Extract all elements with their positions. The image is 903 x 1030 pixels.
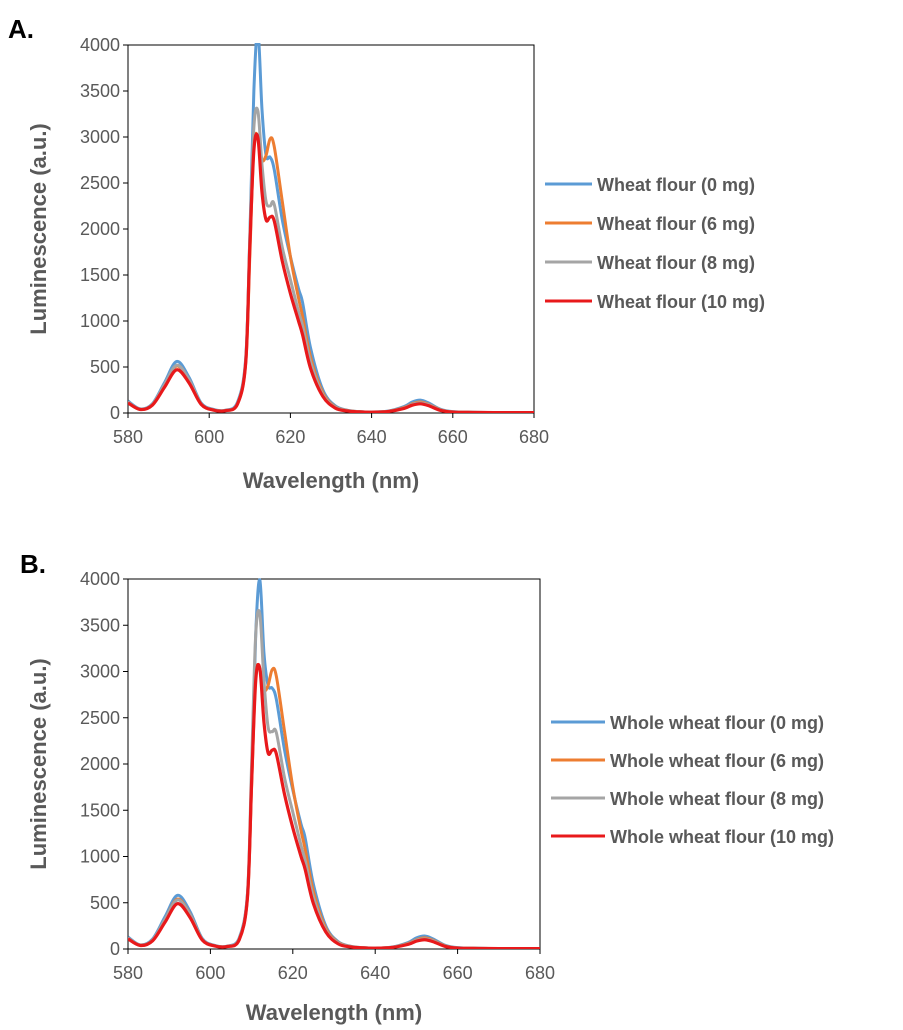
x-tick-label: 680	[525, 963, 555, 983]
panel-label: A.	[8, 14, 34, 44]
y-tick-label: 0	[110, 939, 120, 959]
x-tick-label: 660	[438, 427, 468, 447]
y-tick-label: 1000	[80, 847, 120, 867]
y-tick-label: 2000	[80, 754, 120, 774]
panel-label: B.	[20, 549, 46, 579]
y-tick-label: 0	[110, 403, 120, 423]
y-tick-label: 3500	[80, 81, 120, 101]
legend-label-2: Wheat flour (6 mg)	[597, 214, 755, 234]
series-line-3	[128, 106, 534, 413]
series-line-1	[128, 578, 540, 949]
series-line-3	[128, 609, 540, 949]
y-tick-label: 500	[90, 357, 120, 377]
chart-panel-a: A. 0 500 1000 1500 2000 2500 3000 3500 4000 580 600…	[8, 14, 765, 493]
y-axis-title: Luminescence (a.u.)	[26, 658, 51, 870]
legend-label-1: Whole wheat flour (0 mg)	[610, 713, 824, 733]
x-axis-title: Wavelength (nm)	[246, 1000, 422, 1025]
series-line-2	[128, 131, 534, 413]
y-tick-label: 3500	[80, 615, 120, 635]
x-tick-label: 640	[360, 963, 390, 983]
series-line-4	[128, 662, 540, 949]
legend-label-4: Wheat flour (10 mg)	[597, 292, 765, 312]
x-axis-title: Wavelength (nm)	[243, 468, 419, 493]
x-tick-label: 620	[278, 963, 308, 983]
x-tick-label: 600	[195, 963, 225, 983]
y-tick-label: 3000	[80, 127, 120, 147]
series-line-1	[128, 43, 534, 413]
x-tick-label: 600	[194, 427, 224, 447]
plot-frame	[127, 44, 535, 414]
y-tick-label: 1000	[80, 311, 120, 331]
y-tick-label: 2500	[80, 173, 120, 193]
x-tick-label: 620	[275, 427, 305, 447]
legend-label-3: Wheat flour (8 mg)	[597, 253, 755, 273]
x-tick-label: 580	[113, 963, 143, 983]
plot-frame	[127, 578, 541, 950]
legend-label-1: Wheat flour (0 mg)	[597, 175, 755, 195]
y-tick-label: 1500	[80, 265, 120, 285]
y-tick-label: 500	[90, 893, 120, 913]
y-tick-label: 4000	[80, 35, 120, 55]
y-tick-label: 1500	[80, 800, 120, 820]
legend-label-3: Whole wheat flour (8 mg)	[610, 789, 824, 809]
x-tick-label: 660	[443, 963, 473, 983]
x-tick-label: 640	[357, 427, 387, 447]
series-line-4	[128, 132, 534, 413]
y-tick-label: 2000	[80, 219, 120, 239]
legend-label-2: Whole wheat flour (6 mg)	[610, 751, 824, 771]
x-tick-label: 580	[113, 427, 143, 447]
chart-panel-b: B. 0 500 1000 1500 2000 2500 3000 3500 4000 580 600…	[20, 549, 834, 1025]
legend-label-4: Whole wheat flour (10 mg)	[610, 827, 834, 847]
y-axis-title: Luminescence (a.u.)	[26, 123, 51, 335]
y-tick-label: 3000	[80, 662, 120, 682]
series-line-2	[128, 663, 540, 949]
y-tick-label: 4000	[80, 569, 120, 589]
y-tick-label: 2500	[80, 708, 120, 728]
x-tick-label: 680	[519, 427, 549, 447]
